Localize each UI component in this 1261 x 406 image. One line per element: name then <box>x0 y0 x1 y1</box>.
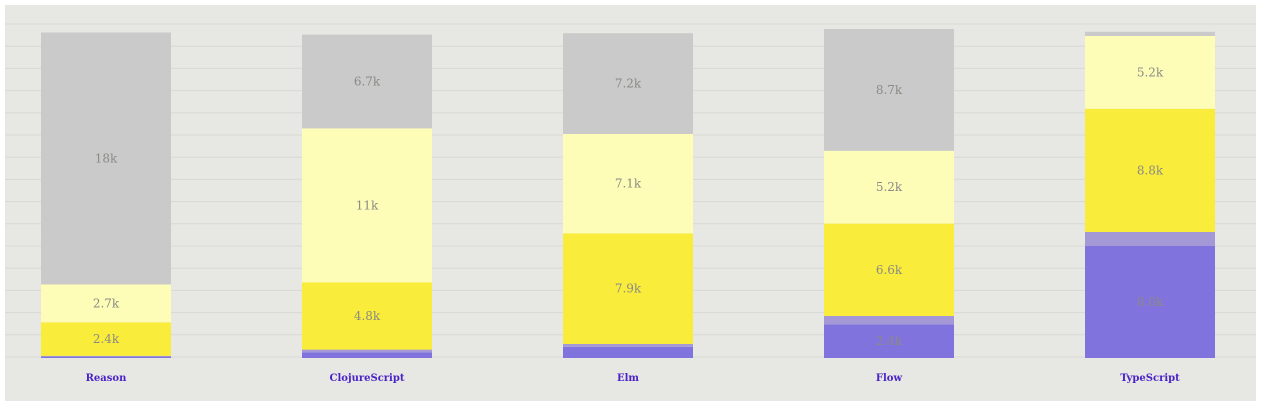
bars <box>41 29 1215 358</box>
segment-value-label: 2.7k <box>93 296 120 310</box>
bar-segment <box>824 223 954 316</box>
segment-labels: 2.4k 2.7k 18k 4.8k 11k 6.7k 7.9k 7.1k 7.2k 2.4k 6.… <box>93 65 1164 348</box>
bar-segment <box>824 324 954 358</box>
bar-segment <box>824 29 954 151</box>
bar-segment <box>41 284 171 323</box>
segment-value-label: 5.2k <box>876 180 903 194</box>
bar-segment <box>302 282 432 350</box>
bar-segment <box>1085 31 1215 36</box>
category-label: ClojureScript <box>330 373 405 384</box>
bar-segment <box>41 355 171 357</box>
bar-segment <box>563 33 693 135</box>
segment-value-label: 4.8k <box>354 309 381 323</box>
segment-value-label: 7.1k <box>615 177 642 191</box>
category-label: TypeScript <box>1120 373 1180 384</box>
segment-value-label: 18k <box>95 152 118 166</box>
segment-value-label: 8.0k <box>1137 295 1164 309</box>
category-label: Flow <box>876 373 903 384</box>
bar-segment <box>302 352 432 358</box>
segment-value-label: 7.9k <box>615 282 642 296</box>
segment-value-label: 6.6k <box>876 263 903 277</box>
bar-segment <box>302 349 432 353</box>
bar-segment <box>41 322 171 356</box>
bar-segment <box>824 316 954 325</box>
segment-value-label: 11k <box>356 198 379 212</box>
bar-segment <box>1085 232 1215 246</box>
segment-value-label: 8.7k <box>876 83 903 97</box>
bar-segment <box>1085 246 1215 358</box>
segment-value-label: 6.7k <box>354 75 381 89</box>
bar-segment <box>563 344 693 347</box>
segment-value-label: 7.2k <box>615 77 642 91</box>
bar-segment <box>824 150 954 224</box>
category-labels: Reason ClojureScript Elm Flow TypeScript <box>86 373 1180 384</box>
bar-segment <box>302 128 432 283</box>
chart-panel: 2.4k 2.7k 18k 4.8k 11k 6.7k 7.9k 7.1k 7.2k 2.4k 6.… <box>5 5 1256 401</box>
segment-value-label: 8.8k <box>1137 163 1164 177</box>
segment-value-label: 5.2k <box>1137 65 1164 79</box>
bar-segment <box>563 233 693 344</box>
category-label: Reason <box>86 373 127 384</box>
bar-segment <box>302 34 432 129</box>
segment-value-label: 2.4k <box>876 334 903 348</box>
segment-value-label: 2.4k <box>93 332 120 346</box>
category-label: Elm <box>617 373 639 384</box>
bar-segment <box>563 134 693 234</box>
stacked-bar-chart: 2.4k 2.7k 18k 4.8k 11k 6.7k 7.9k 7.1k 7.2k 2.4k 6.… <box>5 23 1256 384</box>
bar-segment <box>41 356 171 358</box>
bar-segment <box>563 346 693 358</box>
bar-segment <box>1085 36 1215 109</box>
bar-segment <box>41 32 171 285</box>
bar-segment <box>1085 108 1215 232</box>
